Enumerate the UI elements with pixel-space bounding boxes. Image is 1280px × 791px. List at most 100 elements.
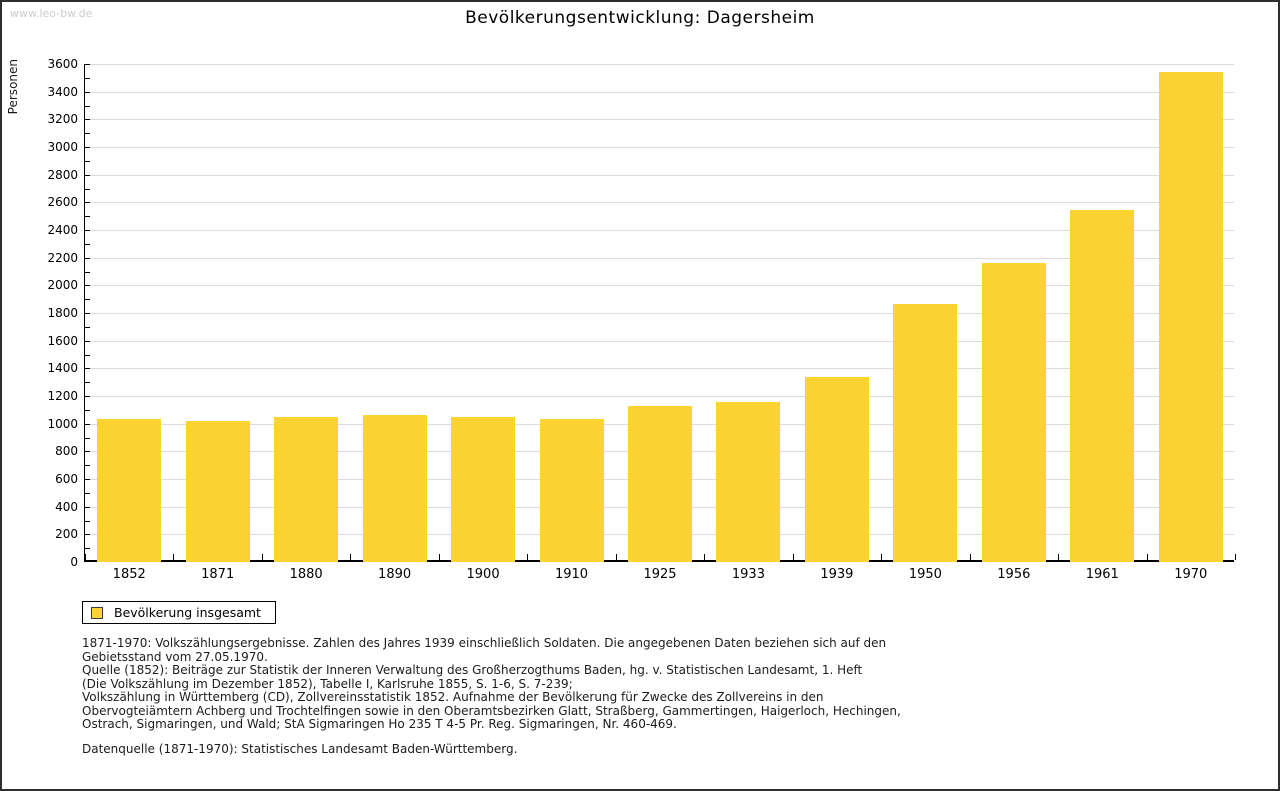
bar: [804, 377, 869, 562]
x-axis-tick: [1235, 554, 1236, 560]
y-tick-label: 1200: [47, 389, 78, 403]
x-axis-tick: [350, 554, 351, 560]
y-axis-tick: [85, 257, 90, 259]
y-axis-tick: [85, 160, 90, 162]
x-tick-label: 1925: [643, 567, 677, 582]
x-axis-tick: [85, 554, 86, 560]
y-axis-tick: [85, 119, 90, 121]
y-tick-label: 2000: [47, 278, 78, 293]
y-axis-tick: [85, 437, 90, 439]
y-tick-label: 1400: [47, 361, 78, 376]
y-axis-tick: [85, 409, 90, 411]
x-axis-tick: [527, 554, 528, 560]
y-axis-tick: [85, 188, 90, 190]
source-note-line: Volkszählung in Württemberg (CD), Zollve…: [82, 690, 824, 704]
y-tick-label: 2800: [47, 167, 78, 182]
y-tick-label: 800: [55, 444, 78, 459]
y-axis-tick: [85, 492, 90, 494]
y-axis-tick: [85, 299, 90, 301]
y-axis-tick: [85, 174, 90, 176]
y-gridline: [85, 396, 1234, 397]
bar: [1070, 210, 1135, 562]
y-axis-tick: [85, 271, 90, 273]
y-axis-tick: [85, 313, 90, 314]
y-axis-tick: [85, 216, 90, 218]
y-gridline: [85, 147, 1234, 148]
bar: [97, 418, 162, 562]
y-axis-tick: [85, 520, 90, 522]
y-axis-tick: [85, 91, 90, 93]
source-note-line: Obervogteiämtern Achberg und Trochtelfin…: [82, 703, 901, 718]
x-tick-label: 1956: [997, 567, 1031, 582]
bar: [628, 405, 692, 562]
y-axis-tick: [85, 326, 90, 328]
y-tick-label: 1800: [47, 306, 78, 320]
bar: [274, 417, 339, 562]
x-axis-tick: [262, 554, 263, 560]
bar: [716, 401, 781, 562]
y-gridline: [85, 91, 1234, 93]
bar: [893, 304, 958, 562]
y-axis-tick: [85, 285, 90, 287]
source-note-line: 1871-1970: Volkszählungsergebnisse. Zahl…: [82, 636, 887, 650]
y-gridline: [85, 285, 1234, 287]
x-axis-tick: [970, 554, 971, 560]
y-axis-tick: [85, 230, 90, 231]
y-gridline: [85, 340, 1234, 342]
y-gridline: [85, 202, 1234, 204]
y-axis-tick: [85, 340, 90, 342]
y-tick-label: 2200: [47, 250, 78, 265]
x-tick-label: 1970: [1174, 567, 1208, 582]
y-gridline: [85, 257, 1234, 259]
legend-box: Bevölkerung insgesamt: [82, 601, 276, 624]
datasource-note: Datenquelle (1871-1970): Statistisches L…: [82, 742, 518, 756]
y-axis-tick: [85, 548, 90, 550]
y-tick-label: 200: [55, 527, 78, 542]
bar-chart-plot-area: 0 200 400 600 800 1000 1200 1400 1600 1800 2000 220…: [47, 57, 1236, 582]
y-axis-tick: [85, 465, 90, 467]
y-axis-tick: [85, 64, 90, 65]
bar: [451, 417, 516, 562]
x-tick-label: 1939: [820, 567, 854, 582]
watermark: www.leo-bw.de: [10, 7, 93, 20]
y-axis-tick: [85, 382, 90, 384]
bar: [539, 418, 604, 562]
source-note-line: (Die Volkszählung im Dezember 1852), Tab…: [82, 676, 573, 691]
x-tick-label: 1900: [466, 567, 500, 582]
y-axis-tick: [85, 423, 90, 425]
y-axis-title: Personen: [6, 59, 20, 115]
chart-title: Bevölkerungsentwicklung: Dagersheim: [465, 8, 815, 28]
y-tick-label: 0: [70, 555, 78, 569]
y-tick-label: 1600: [47, 333, 78, 348]
y-axis-tick: [85, 105, 90, 107]
x-tick-label: 1961: [1085, 567, 1119, 582]
source-note-line: Ostrach, Sigmaringen, und Wald; StA Sigm…: [82, 717, 677, 731]
x-axis-tick: [793, 554, 794, 560]
y-tick-label: 3400: [47, 84, 78, 99]
x-axis-tick: [616, 554, 617, 560]
source-note-line: Quelle (1852): Beiträge zur Statistik de…: [82, 663, 863, 677]
y-tick-label: 600: [55, 472, 78, 486]
y-axis-tick: [85, 451, 90, 453]
x-tick-label: 1910: [554, 567, 589, 582]
y-axis-tick: [85, 534, 90, 536]
legend-swatch-icon: [91, 606, 103, 619]
x-tick-label: 1871: [201, 567, 235, 582]
x-tick-label: 1852: [112, 567, 146, 582]
y-tick-label: 3000: [47, 140, 78, 154]
y-gridline: [85, 230, 1234, 231]
y-gridline: [85, 64, 1234, 65]
source-note-line: Gebietsstand vom 27.05.1970.: [82, 649, 268, 664]
x-tick-label: 1950: [908, 567, 942, 582]
y-tick-label: 400: [55, 499, 78, 514]
y-axis-tick: [85, 202, 90, 204]
x-tick-label: 1890: [378, 567, 412, 582]
x-axis-tick: [439, 554, 440, 560]
y-axis-tick: [85, 396, 90, 397]
x-tick-label: 1933: [731, 567, 765, 582]
y-axis-tick: [85, 77, 90, 79]
y-axis-tick: [85, 147, 90, 148]
y-axis-tick: [85, 354, 90, 356]
x-axis-tick: [704, 554, 705, 560]
